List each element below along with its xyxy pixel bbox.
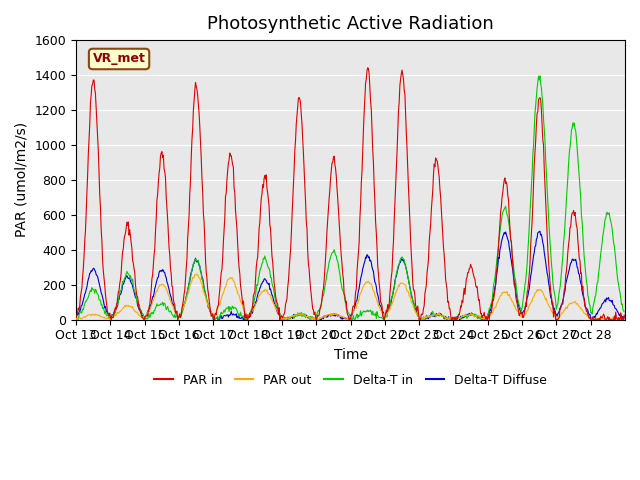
- X-axis label: Time: Time: [333, 348, 367, 362]
- Text: VR_met: VR_met: [93, 52, 145, 65]
- Y-axis label: PAR (umol/m2/s): PAR (umol/m2/s): [15, 122, 29, 238]
- Title: Photosynthetic Active Radiation: Photosynthetic Active Radiation: [207, 15, 494, 33]
- Legend: PAR in, PAR out, Delta-T in, Delta-T Diffuse: PAR in, PAR out, Delta-T in, Delta-T Dif…: [149, 369, 552, 392]
